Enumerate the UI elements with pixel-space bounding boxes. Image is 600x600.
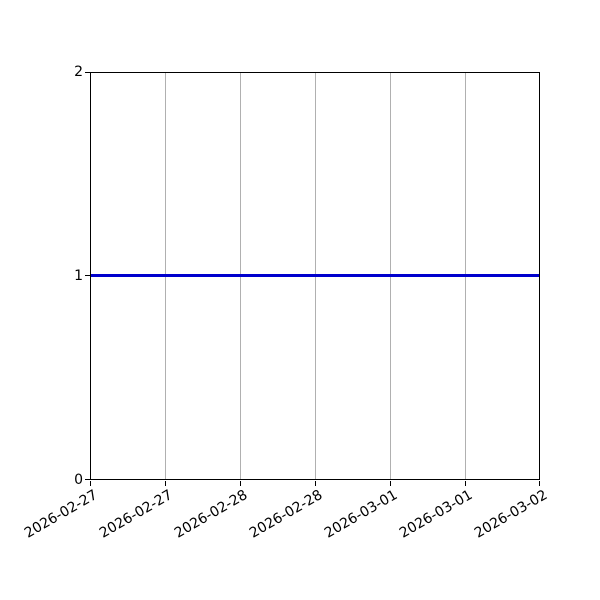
x-tick-label: 2026-03-02 xyxy=(471,487,550,542)
y-tick-mark xyxy=(85,479,90,480)
y-tick-label: 0 xyxy=(74,472,83,488)
series-line xyxy=(91,274,539,277)
x-tick-label: 2026-03-01 xyxy=(396,487,475,542)
x-tick-label: 2026-03-01 xyxy=(321,487,400,542)
x-tick-mark xyxy=(90,481,91,486)
y-tick-mark xyxy=(85,72,90,73)
x-tick-mark xyxy=(390,481,391,486)
x-tick-label: 2026-02-27 xyxy=(21,487,100,542)
y-tick-label: 2 xyxy=(74,64,83,80)
x-tick-mark xyxy=(165,481,166,486)
plot-area xyxy=(90,72,540,480)
y-tick-mark xyxy=(85,275,90,276)
x-tick-mark xyxy=(240,481,241,486)
x-tick-label: 2026-02-27 xyxy=(96,487,175,542)
x-tick-label: 2026-02-28 xyxy=(246,487,325,542)
x-tick-mark xyxy=(539,481,540,486)
x-tick-mark xyxy=(465,481,466,486)
x-tick-mark xyxy=(315,481,316,486)
x-tick-label: 2026-02-28 xyxy=(171,487,250,542)
y-tick-label: 1 xyxy=(74,268,83,284)
